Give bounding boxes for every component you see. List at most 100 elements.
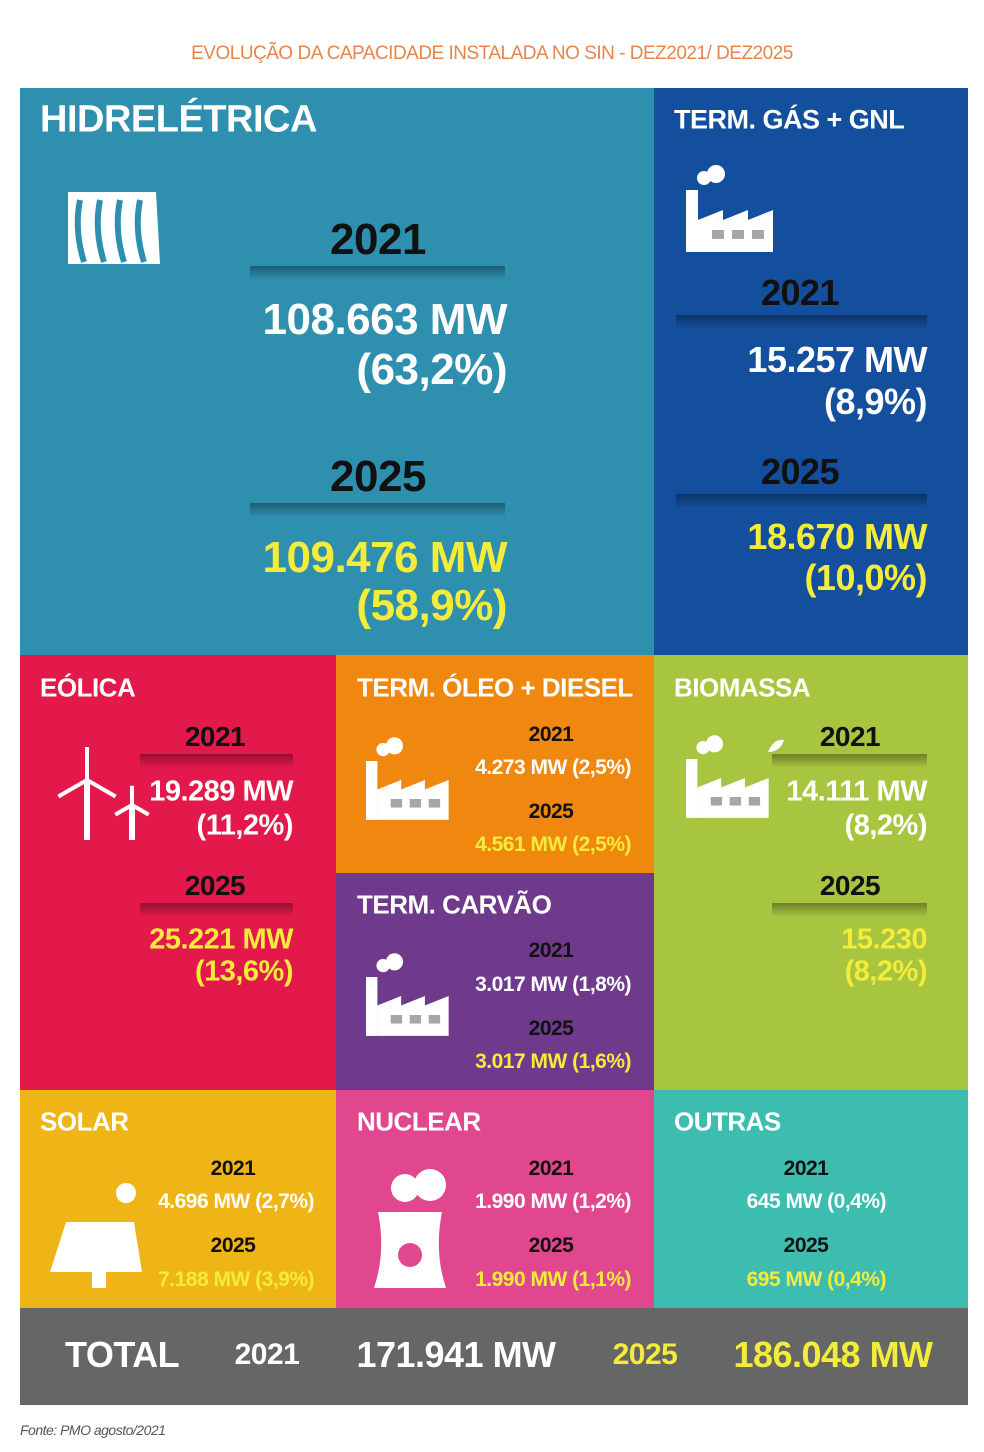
- year: 2025: [760, 451, 840, 492]
- icon-shape: [428, 799, 441, 808]
- icon-shape: [707, 165, 725, 183]
- icon-shape: [74, 199, 87, 263]
- value-text: 695 MW (0,4%): [746, 1268, 887, 1291]
- value-text: (13,6%): [194, 955, 294, 988]
- icon-shape: [748, 797, 761, 806]
- value-text: 4.273 MW (2,5%): [475, 756, 631, 779]
- year-band: [772, 902, 927, 917]
- icon-shape: [377, 780, 449, 820]
- icon-shape: [114, 803, 134, 817]
- value-text: (8,9%): [823, 381, 928, 422]
- icon-shape: [84, 780, 90, 840]
- icon-shape: [729, 797, 742, 806]
- icon-shape: [377, 996, 449, 1036]
- total-year1: 2021: [234, 1338, 300, 1371]
- icon-shape: [409, 1015, 422, 1024]
- icon-shape: [414, 1169, 446, 1201]
- tile-name: NUCLEAR: [357, 1106, 481, 1137]
- year: 2021: [783, 1157, 829, 1180]
- icon-shape: [116, 1183, 136, 1203]
- tile: [654, 655, 968, 1090]
- year: 2025: [528, 1017, 574, 1040]
- total-bar: [20, 1308, 968, 1405]
- icon-shape: [697, 778, 769, 818]
- icon-shape: [130, 803, 150, 817]
- icon-shape: [686, 759, 698, 818]
- tile: [336, 655, 654, 873]
- icon-shape: [385, 953, 404, 971]
- tile-name: EÓLICA: [40, 672, 136, 703]
- icon-shape: [366, 977, 378, 1036]
- icon-shape: [385, 737, 404, 755]
- value-text: 14.111 MW: [786, 775, 927, 808]
- value-text: 25.221 MW: [149, 923, 293, 956]
- year: 2025: [184, 870, 246, 901]
- value-text: 645 MW (0,4%): [746, 1190, 887, 1213]
- tile-name: OUTRAS: [674, 1106, 781, 1137]
- year: 2021: [184, 721, 246, 752]
- icon-shape: [129, 805, 135, 840]
- year: 2025: [528, 800, 574, 823]
- icon-shape: [710, 797, 723, 806]
- year: 2021: [819, 721, 881, 752]
- value-text: 3.017 MW (1,6%): [475, 1050, 631, 1073]
- value-text: 15.257 MW: [747, 339, 927, 380]
- value-text: 18.670 MW: [747, 516, 927, 557]
- icon-shape: [92, 1272, 106, 1288]
- value-text: 4.561 MW (2,5%): [475, 833, 631, 856]
- icon-shape: [686, 190, 698, 252]
- value-text: (58,9%): [356, 581, 507, 630]
- icon-shape: [50, 1222, 142, 1272]
- total-value1: 171.941 MW: [356, 1334, 556, 1375]
- year-band: [676, 493, 927, 508]
- year: 2025: [528, 1234, 574, 1257]
- value-text: (8,2%): [844, 955, 928, 988]
- icon-shape: [390, 799, 403, 808]
- tile-name: HIDRELÉTRICA: [40, 98, 317, 141]
- icon-shape: [391, 1174, 419, 1202]
- tile-name: TERM. CARVÃO: [357, 889, 552, 920]
- value-text: (10,0%): [804, 557, 927, 598]
- icon-shape: [409, 799, 422, 808]
- year-band: [140, 902, 293, 917]
- total-value2: 186.048 MW: [733, 1334, 933, 1375]
- year: 2021: [528, 1157, 574, 1180]
- value-text: 19.289 MW: [149, 775, 293, 808]
- year: 2025: [210, 1234, 256, 1257]
- value-text: 7.188 MW (3,9%): [158, 1268, 314, 1291]
- value-text: 109.476 MW: [262, 533, 508, 582]
- year: 2025: [783, 1234, 829, 1257]
- total-year2: 2025: [612, 1338, 678, 1371]
- icon-shape: [114, 199, 127, 263]
- tile-name: TERM. GÁS + GNL: [674, 104, 905, 135]
- year-band: [250, 266, 505, 281]
- value-text: (8,2%): [844, 809, 928, 842]
- tile: [20, 88, 654, 655]
- year-band: [676, 314, 927, 329]
- value-text: (11,2%): [196, 809, 294, 842]
- icon-shape: [752, 230, 764, 239]
- year-band: [140, 753, 293, 768]
- icon-shape: [705, 735, 724, 753]
- year: 2021: [528, 723, 574, 746]
- tile-name: BIOMASSA: [674, 672, 811, 703]
- tile-name: SOLAR: [40, 1106, 129, 1137]
- value-text: 3.017 MW (1,8%): [475, 973, 631, 996]
- icon-shape: [366, 761, 378, 820]
- year-band: [250, 503, 505, 518]
- icon-shape: [130, 785, 134, 805]
- icon-shape: [390, 1015, 403, 1024]
- year: 2021: [528, 939, 574, 962]
- icon-shape: [57, 778, 89, 799]
- icon-shape: [398, 1243, 422, 1267]
- total-label: TOTAL: [65, 1334, 180, 1375]
- icon-shape: [428, 1015, 441, 1024]
- icon-shape: [85, 778, 117, 799]
- year-band: [772, 753, 927, 768]
- year: 2025: [819, 870, 881, 901]
- value-text: 1.990 MW (1,2%): [475, 1190, 631, 1213]
- icon-shape: [732, 230, 744, 239]
- title: EVOLUÇÃO DA CAPACIDADE INSTALADA NO SIN …: [191, 43, 793, 64]
